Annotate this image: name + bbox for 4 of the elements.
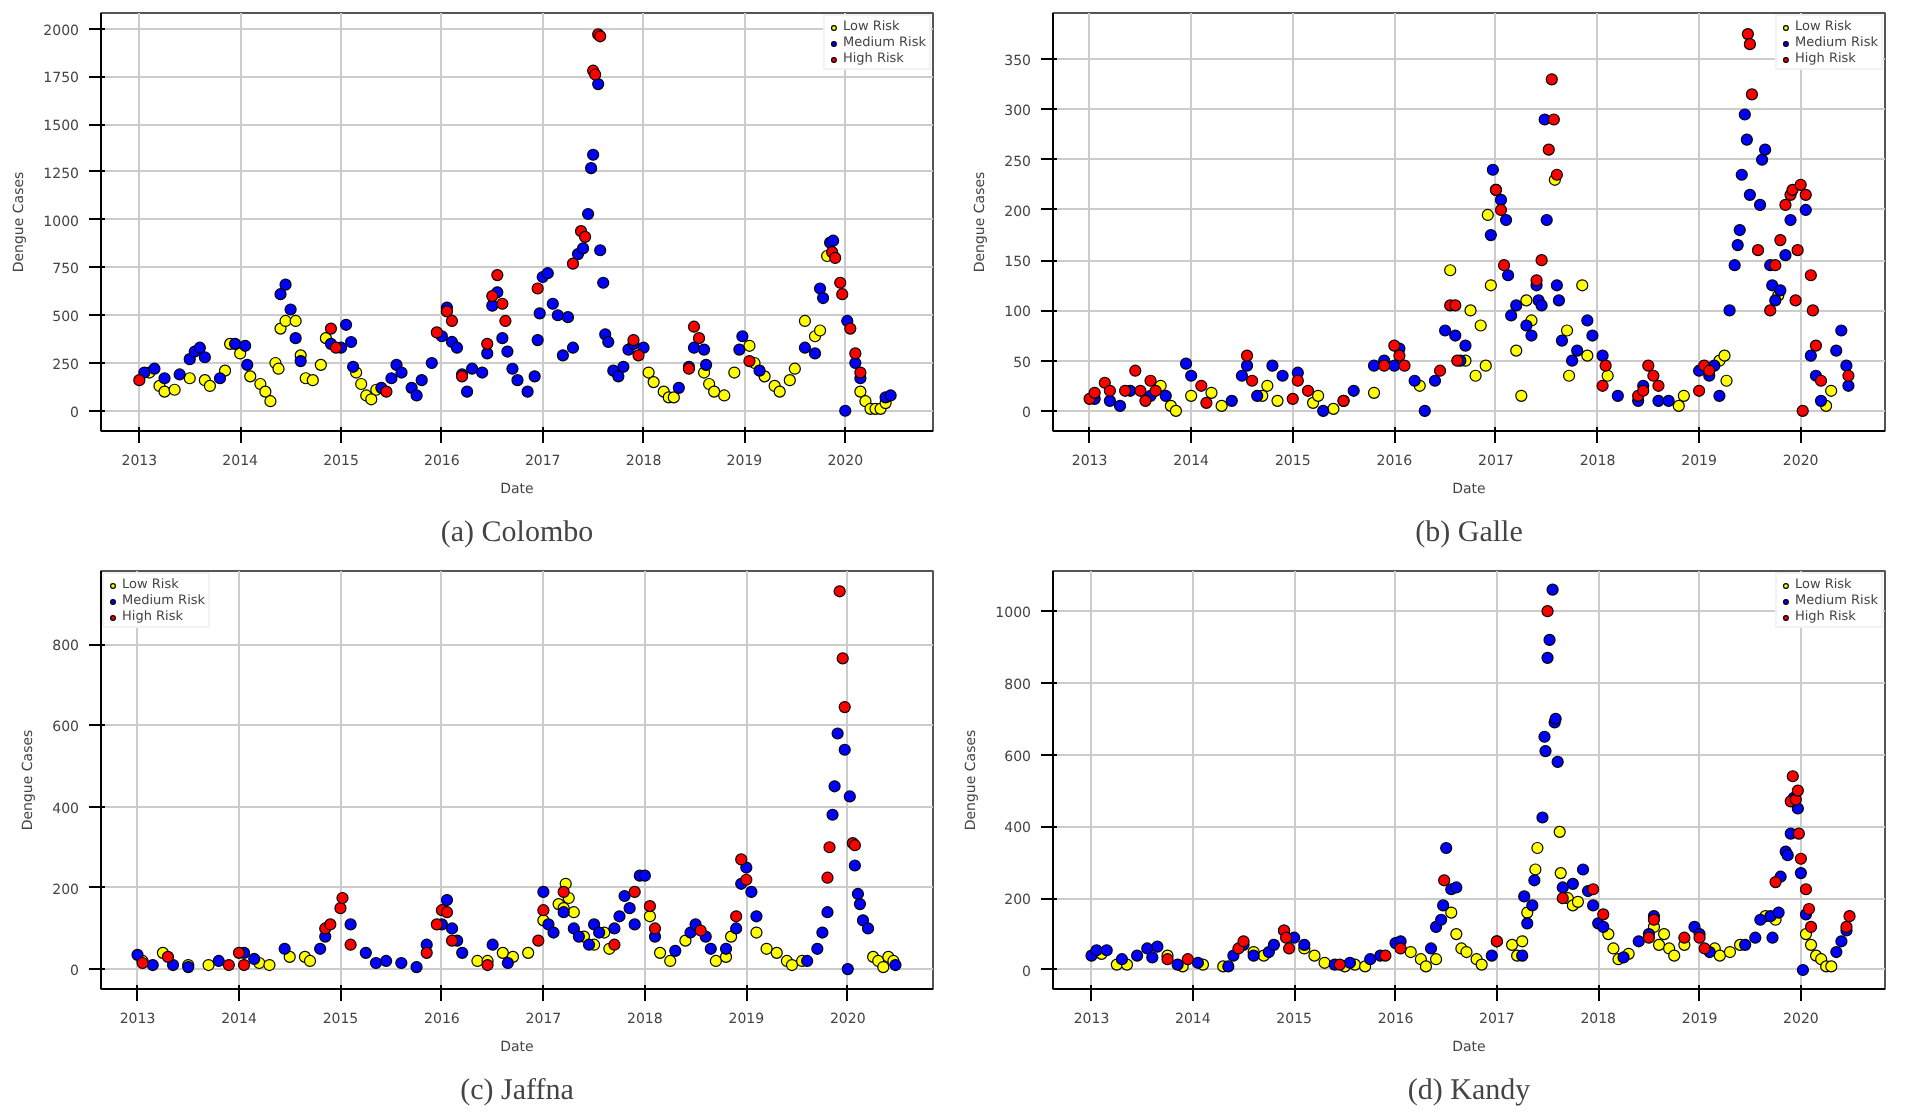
text: (a) Colombo [440,517,594,549]
text: (d) Kandy [1407,1075,1532,1107]
text: (c) Jaffna [460,1075,575,1107]
text: (b) Galle [1415,517,1524,549]
